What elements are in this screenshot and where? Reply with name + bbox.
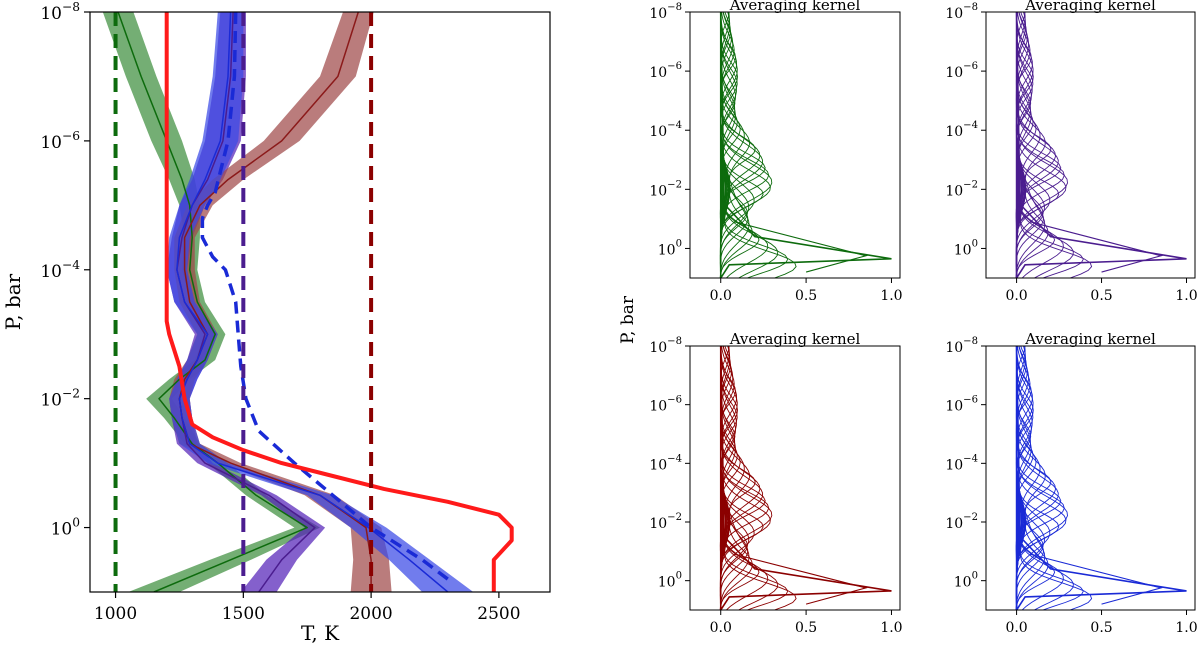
tp-profile-plot: 1000 1500 2000 2500 10−8 10−6 10−4 10−2 100 T, … xyxy=(1,0,551,645)
x-tick-label: 0.5 xyxy=(795,620,817,636)
y-tick-label: 10−8 xyxy=(649,2,682,22)
kernel-blue-panel: Averaging kernel 0.0 0.5 1.0 10−8 10−6 10−4 10−… xyxy=(945,330,1197,636)
y-tick-label: 10−2 xyxy=(945,512,978,532)
x-tick-label: 1.0 xyxy=(1175,620,1197,636)
blue-dashed-profile-line xyxy=(200,12,449,581)
x-tick-label: 2000 xyxy=(349,604,392,624)
blue-retrieval-line xyxy=(176,12,449,592)
panel-title: Averaging kernel xyxy=(1024,330,1156,348)
kernel-peak-curve xyxy=(719,346,892,610)
y-tick-label: 10−8 xyxy=(649,336,682,356)
x-tick-label: 1.0 xyxy=(1175,288,1197,304)
panel-frame xyxy=(689,345,901,611)
panel-title: Averaging kernel xyxy=(1024,0,1156,14)
x-tick-label: 0.5 xyxy=(1090,620,1112,636)
x-tick-label: 1000 xyxy=(94,604,137,624)
y-tick-label: 100 xyxy=(658,238,682,258)
y-tick-label: 10−4 xyxy=(945,120,978,140)
panel-frame xyxy=(985,11,1196,279)
kernel-peak-curve xyxy=(1015,346,1187,610)
red-true-profile-line xyxy=(164,12,514,592)
y-tick-label: 10−4 xyxy=(40,258,80,282)
y-axis-ticks: 10−8 10−6 10−4 10−2 100 xyxy=(40,0,90,540)
kernel-green-panel: Averaging kernel 0.0 0.5 1.0 10−8 10−6 10−4 10−… xyxy=(649,0,902,304)
plot-frame xyxy=(89,11,551,593)
kernel-purple-panel: Averaging kernel 0.0 0.5 1.0 10−8 10−6 10−4 10−… xyxy=(945,0,1197,304)
panel-frame xyxy=(689,11,901,279)
y-tick-label: 10−4 xyxy=(649,120,682,140)
kernel-peak-curve xyxy=(719,12,892,278)
kernel-shared-y-label: P, bar xyxy=(618,295,638,344)
y-tick-label: 10−2 xyxy=(649,512,682,532)
x-tick-label: 1.0 xyxy=(880,288,902,304)
x-tick-label: 1.0 xyxy=(880,620,902,636)
y-tick-label: 10−6 xyxy=(945,395,978,415)
y-tick-label: 10−2 xyxy=(40,387,80,411)
x-tick-label: 2500 xyxy=(477,604,520,624)
x-tick-label: 0.5 xyxy=(1090,288,1112,304)
y-tick-label: 10−8 xyxy=(40,0,80,24)
kernel-green-curves xyxy=(719,12,892,278)
kernel-darkred-panel: Averaging kernel 0.0 0.5 1.0 10−8 10−6 10−4 10−… xyxy=(649,330,902,636)
kernel-peak-curve xyxy=(734,553,869,605)
x-tick-label: 0.0 xyxy=(710,620,732,636)
kernel-blue-curves xyxy=(1015,346,1187,610)
kernel-purple-curves xyxy=(1015,12,1187,278)
kernel-peak-curve xyxy=(1030,553,1164,605)
y-axis-label: P, bar xyxy=(1,273,25,330)
y-tick-label: 10−6 xyxy=(649,61,682,81)
y-tick-label: 10−6 xyxy=(40,129,80,153)
uncertainty-bands xyxy=(102,12,474,592)
kernel-peak-curve xyxy=(1015,12,1187,278)
x-axis-ticks: 1000 1500 2000 2500 xyxy=(94,592,521,624)
x-tick-label: 0.5 xyxy=(795,288,817,304)
y-tick-label: 100 xyxy=(51,516,80,540)
y-tick-label: 10−4 xyxy=(945,453,978,473)
y-tick-label: 10−8 xyxy=(945,336,978,356)
averaging-kernel-grid: P, bar Averaging kernel 0.0 0.5 1.0 10−8 10−6… xyxy=(618,0,1198,636)
x-tick-label: 0.0 xyxy=(1005,620,1027,636)
green-retrieval-line xyxy=(117,12,308,592)
reference-isotherms xyxy=(113,12,374,592)
y-tick-label: 100 xyxy=(658,571,682,591)
y-tick-label: 10−6 xyxy=(649,395,682,415)
x-tick-label: 0.0 xyxy=(710,288,732,304)
x-tick-label: 0.0 xyxy=(1005,288,1027,304)
panel-title: Averaging kernel xyxy=(729,330,861,348)
x-tick-label: 1500 xyxy=(222,604,265,624)
y-tick-label: 10−6 xyxy=(945,61,978,81)
panel-title: Averaging kernel xyxy=(729,0,861,14)
x-axis-label: T, K xyxy=(301,621,340,645)
panel-frame xyxy=(985,345,1196,611)
kernel-darkred-curves xyxy=(719,346,892,610)
y-tick-label: 10−2 xyxy=(649,179,682,199)
y-tick-label: 10−8 xyxy=(945,2,978,22)
kernel-peak-curve xyxy=(1030,221,1164,273)
profile-lines xyxy=(117,12,514,592)
y-tick-label: 10−2 xyxy=(945,179,978,199)
y-tick-label: 100 xyxy=(954,238,978,258)
y-tick-label: 100 xyxy=(954,571,978,591)
kernel-peak-curve xyxy=(734,221,868,273)
y-tick-label: 10−4 xyxy=(649,453,682,473)
